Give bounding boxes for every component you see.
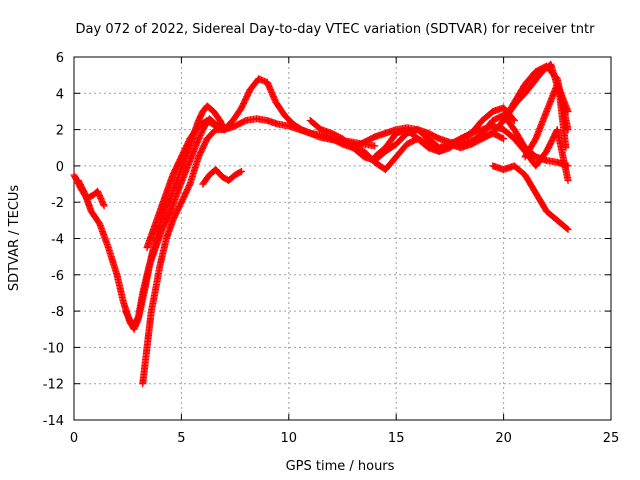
data-point — [236, 168, 244, 176]
series-track-5 — [143, 115, 379, 252]
data-point — [563, 224, 571, 232]
data-point — [564, 225, 572, 233]
y-tick-label: -8 — [51, 305, 64, 320]
data-point — [509, 115, 517, 123]
y-tick-label: -4 — [51, 233, 64, 248]
series-track-13 — [500, 126, 572, 184]
series-track-12 — [489, 162, 572, 233]
data-point — [500, 135, 508, 143]
data-point — [100, 202, 108, 210]
y-tick-label: -12 — [43, 378, 64, 393]
data-point — [371, 142, 379, 150]
y-tick-label: -10 — [43, 341, 64, 356]
x-tick-label: 0 — [70, 431, 78, 446]
data-points — [70, 60, 572, 388]
y-tick-label: -14 — [43, 414, 64, 429]
y-tick-label: 6 — [56, 51, 64, 66]
x-tick-label: 10 — [281, 431, 298, 446]
x-tick-label: 25 — [603, 431, 620, 446]
series-track-4 — [139, 126, 228, 388]
y-tick-label: -2 — [51, 196, 64, 211]
y-tick-label: -6 — [51, 269, 64, 284]
data-point — [238, 167, 246, 175]
data-point — [498, 134, 506, 142]
chart-title: Day 072 of 2022, Sidereal Day-to-day VTE… — [76, 22, 596, 37]
axis-ticks: 0 5 10 15 20 25 -14 -12 -10 -8 -6 -4 -2 0 2 4 6 — [43, 51, 620, 446]
series-track-6 — [199, 166, 246, 188]
data-point — [564, 107, 572, 115]
series-track-11 — [467, 111, 572, 170]
data-point — [562, 144, 570, 152]
y-tick-label: 4 — [56, 87, 64, 102]
y-tick-label: 0 — [56, 160, 64, 175]
x-axis-title: GPS time / hours — [286, 459, 395, 474]
x-tick-label: 20 — [495, 431, 512, 446]
y-axis-title: SDTVAR / TECUs — [7, 185, 22, 292]
x-tick-label: 15 — [388, 431, 405, 446]
series-track-15 — [500, 60, 570, 152]
x-tick-label: 5 — [177, 431, 185, 446]
data-point — [564, 176, 572, 184]
data-point — [510, 117, 518, 125]
y-tick-label: 2 — [56, 124, 64, 139]
